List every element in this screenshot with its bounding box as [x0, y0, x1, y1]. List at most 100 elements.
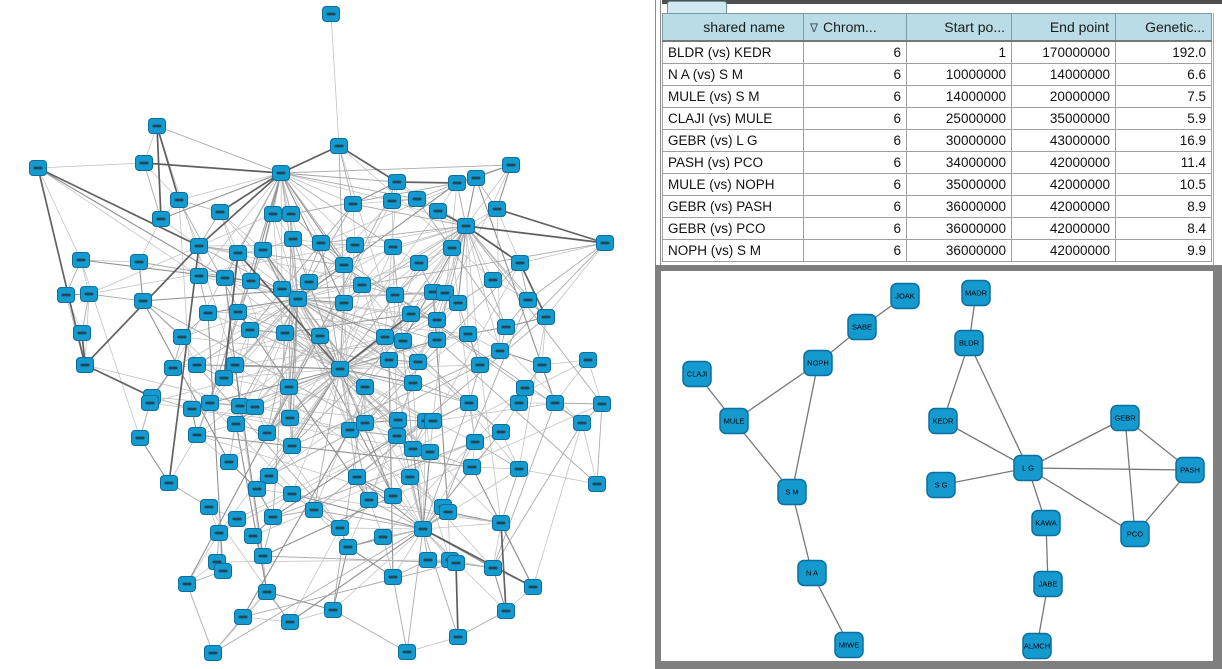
overview-node[interactable] [533, 357, 551, 373]
overview-node[interactable] [331, 361, 349, 377]
overview-node[interactable] [388, 174, 406, 190]
overview-node[interactable] [463, 459, 481, 475]
overview-node[interactable] [459, 326, 477, 342]
overview-node[interactable] [460, 395, 478, 411]
cell-value[interactable]: 14000000 [906, 85, 1012, 108]
overview-node[interactable] [134, 293, 152, 309]
overview-node[interactable] [409, 354, 427, 370]
overview-node[interactable] [401, 469, 419, 485]
filter-icon[interactable]: ∇ [810, 21, 819, 35]
cell-value[interactable]: 10000000 [906, 63, 1012, 86]
overview-node[interactable] [404, 375, 422, 391]
overview-node[interactable] [260, 468, 278, 484]
detail-node-KAWA[interactable]: KAWA [1031, 509, 1061, 537]
overview-node[interactable] [335, 295, 353, 311]
overview-node[interactable] [402, 306, 420, 322]
overview-node[interactable] [210, 525, 228, 541]
table-row[interactable]: GEBR (vs) L G 6 30000000 43000000 16.9 [662, 129, 1212, 152]
overview-node[interactable] [216, 270, 234, 286]
cell-value[interactable]: 36000000 [906, 239, 1012, 262]
cell-value[interactable]: 36000000 [906, 217, 1012, 240]
overview-node[interactable] [57, 287, 75, 303]
overview-node[interactable] [348, 469, 366, 485]
cell-value[interactable]: 30000000 [906, 129, 1012, 152]
overview-node[interactable] [300, 274, 318, 290]
overview-node[interactable] [305, 502, 323, 518]
overview-node[interactable] [467, 170, 485, 186]
overview-node[interactable] [414, 521, 432, 537]
overview-node[interactable] [188, 357, 206, 373]
overview-node[interactable] [388, 428, 406, 444]
overview-node[interactable] [178, 576, 196, 592]
network-detail-canvas[interactable]: JOAK SABE NOPH CLAJI MULE S M N A MIWE MADR BLDR K… [661, 271, 1213, 661]
overview-node[interactable] [360, 492, 378, 508]
detail-node-MULE[interactable]: MULE [719, 407, 749, 435]
overview-node[interactable] [384, 239, 402, 255]
overview-node[interactable] [384, 569, 402, 585]
detail-node-S-G[interactable]: S G [926, 471, 956, 499]
cell-value[interactable]: 42000000 [1011, 217, 1116, 240]
overview-node[interactable] [524, 579, 542, 595]
overview-node[interactable] [76, 357, 94, 373]
cell-shared-name[interactable]: GEBR (vs) PASH [662, 195, 804, 218]
detail-node-ALMCH[interactable]: ALMCH [1022, 632, 1052, 660]
detail-node-MIWE[interactable]: MIWE [834, 631, 864, 659]
cell-value[interactable]: 25000000 [906, 107, 1012, 130]
overview-node[interactable] [335, 257, 353, 273]
overview-node[interactable] [324, 602, 342, 618]
overview-node[interactable] [227, 416, 245, 432]
overview-node[interactable] [488, 201, 506, 217]
overview-node[interactable] [331, 520, 349, 536]
overview-node[interactable] [229, 304, 247, 320]
cell-shared-name[interactable]: CLAJI (vs) MULE [662, 107, 804, 130]
column-header-chromosome[interactable]: ∇ Chrom... [803, 13, 907, 42]
table-row[interactable]: N A (vs) S M 6 10000000 14000000 6.6 [662, 63, 1212, 86]
cell-value[interactable]: 1 [906, 40, 1012, 64]
detail-node-PASH[interactable]: PASH [1175, 456, 1205, 484]
cell-value[interactable]: 16.9 [1115, 129, 1212, 152]
cell-value[interactable]: 192.0 [1115, 40, 1212, 64]
overview-node[interactable] [284, 231, 302, 247]
overview-node[interactable] [289, 291, 307, 307]
overview-node[interactable] [190, 268, 208, 284]
overview-node[interactable] [588, 476, 606, 492]
table-row[interactable]: NOPH (vs) S M 6 36000000 42000000 9.9 [662, 239, 1212, 262]
overview-node[interactable] [484, 272, 502, 288]
overview-node[interactable] [135, 155, 153, 171]
overview-node[interactable] [386, 287, 404, 303]
overview-node[interactable] [254, 242, 272, 258]
overview-node[interactable] [283, 486, 301, 502]
cell-shared-name[interactable]: NOPH (vs) S M [662, 239, 804, 262]
overview-node[interactable] [258, 425, 276, 441]
overview-node[interactable] [170, 192, 188, 208]
cell-value[interactable]: 9.9 [1115, 239, 1212, 262]
overview-node[interactable] [466, 434, 484, 450]
cell-value[interactable]: 170000000 [1011, 40, 1116, 64]
cell-value[interactable]: 6 [803, 129, 907, 152]
cell-shared-name[interactable]: PASH (vs) PCO [662, 151, 804, 174]
cell-value[interactable]: 42000000 [1011, 173, 1116, 196]
cell-value[interactable]: 6 [803, 239, 907, 262]
detail-node-L-G[interactable]: L G [1013, 454, 1043, 482]
overview-node[interactable] [436, 285, 454, 301]
overview-node[interactable] [502, 157, 520, 173]
overview-node[interactable] [419, 552, 437, 568]
overview-node[interactable] [519, 292, 537, 308]
overview-node[interactable] [353, 277, 371, 293]
overview-node[interactable] [516, 380, 534, 396]
overview-node[interactable] [384, 488, 402, 504]
overview-node[interactable] [428, 332, 446, 348]
cell-value[interactable]: 6 [803, 85, 907, 108]
overview-node[interactable] [383, 193, 401, 209]
column-header-start-point[interactable]: Start po... [906, 13, 1012, 42]
overview-node[interactable] [596, 235, 614, 251]
detail-node-BLDR[interactable]: BLDR [954, 329, 984, 357]
overview-node[interactable] [248, 481, 266, 497]
overview-node[interactable] [312, 235, 330, 251]
overview-node[interactable] [258, 584, 276, 600]
cell-value[interactable]: 6 [803, 195, 907, 218]
cell-value[interactable]: 6 [803, 217, 907, 240]
overview-node[interactable] [29, 160, 47, 176]
overview-node[interactable] [424, 413, 442, 429]
overview-node[interactable] [410, 255, 428, 271]
